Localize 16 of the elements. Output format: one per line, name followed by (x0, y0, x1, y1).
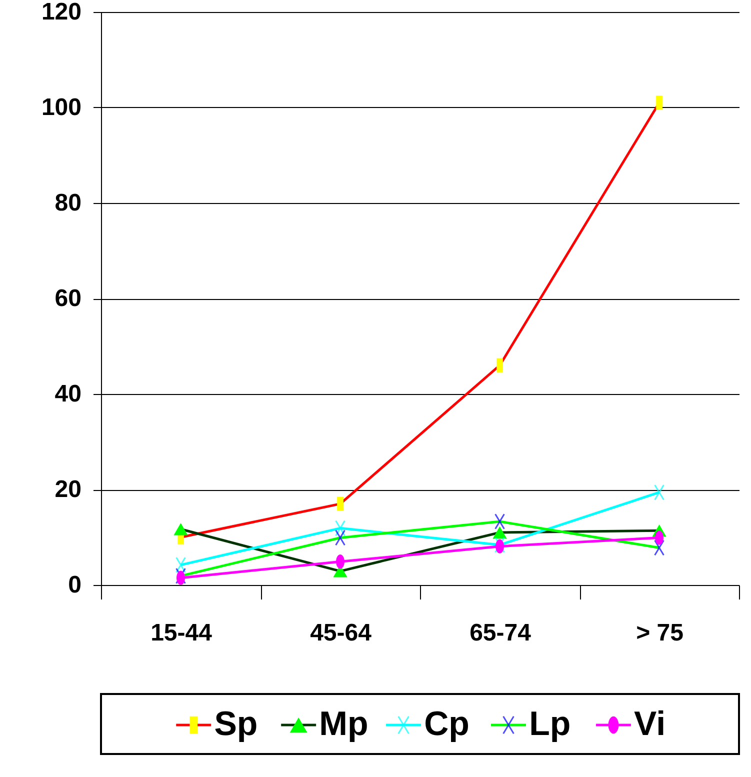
y-tick-label: 120 (41, 0, 82, 26)
x-tick-label: 15-44 (150, 620, 213, 646)
y-tick-label: 40 (54, 380, 82, 408)
legend-label: Vi (634, 705, 666, 743)
y-tick-label: 100 (41, 94, 82, 121)
y-tick-label: 0 (68, 572, 82, 598)
x-tick-label: 65-74 (470, 620, 532, 646)
x-tick-label: > 75 (636, 620, 684, 646)
legend-label: Mp (319, 705, 368, 743)
x-tick-label: 45-64 (310, 620, 372, 646)
legend-label: Sp (214, 705, 258, 743)
legend-label: Cp (424, 705, 470, 743)
y-tick-label: 20 (54, 476, 82, 503)
legend-label: Lp (529, 705, 571, 743)
y-tick-label: 60 (54, 285, 82, 312)
y-tick-label: 80 (54, 190, 82, 216)
